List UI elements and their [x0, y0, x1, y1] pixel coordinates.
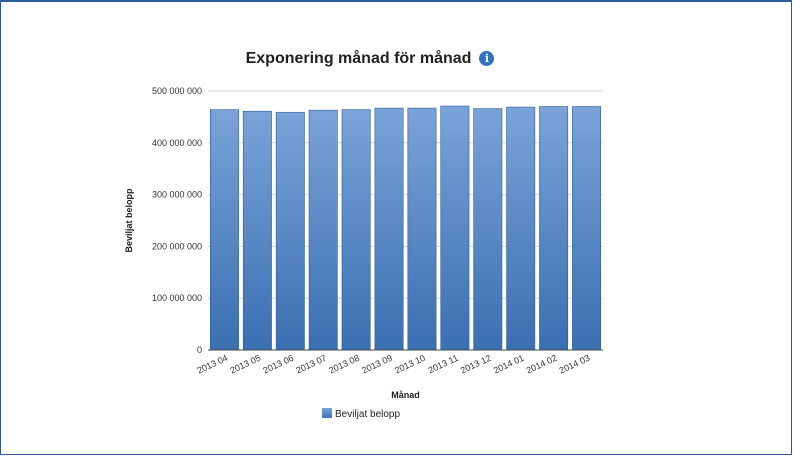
y-tick-label: 500 000 000 — [152, 86, 202, 96]
x-tick-label: 2013 07 — [294, 353, 328, 376]
y-tick-label: 300 000 000 — [152, 190, 202, 200]
x-tick-label: 2014 03 — [558, 353, 592, 376]
y-tick-label: 100 000 000 — [152, 293, 202, 303]
y-tick-label: 400 000 000 — [152, 138, 202, 148]
x-tick-label: 2013 08 — [327, 353, 361, 376]
bar[interactable] — [506, 106, 536, 351]
x-tick-label: 2013 12 — [459, 353, 493, 376]
bar[interactable] — [473, 108, 503, 351]
x-axis-title: Månad — [391, 390, 420, 400]
legend-label: Beviljat belopp — [335, 409, 401, 420]
y-tick-label: 200 000 000 — [152, 241, 202, 251]
x-tick-label: 2013 10 — [393, 353, 427, 376]
bar[interactable] — [242, 110, 272, 351]
y-tick-label: 0 — [197, 345, 202, 355]
bars — [210, 105, 601, 351]
title-row: Exponering månad för månad i — [0, 50, 740, 68]
bar[interactable] — [210, 109, 239, 351]
bar[interactable] — [275, 111, 305, 351]
bar[interactable] — [341, 109, 371, 351]
x-tick-labels: 2013 04 2013 05 2013 06 2013 07 2013 08 2013 … — [196, 353, 592, 376]
bar[interactable] — [440, 105, 470, 351]
x-tick-label: 2013 05 — [228, 353, 262, 376]
y-axis-title: Beviljat belopp — [124, 188, 134, 253]
chart-title: Exponering månad för månad — [245, 50, 472, 67]
info-icon[interactable]: i — [479, 51, 495, 66]
x-tick-label: 2013 04 — [196, 353, 230, 376]
bar[interactable] — [539, 106, 569, 351]
legend-swatch — [322, 408, 332, 418]
legend[interactable]: Beviljat belopp — [322, 408, 400, 420]
y-tick-labels: 0 100 000 000 200 000 000 300 000 000 400 00… — [152, 86, 202, 355]
bar[interactable] — [407, 107, 437, 351]
bar[interactable] — [308, 109, 338, 351]
bar[interactable] — [572, 106, 601, 351]
bar[interactable] — [374, 107, 404, 351]
x-tick-label: 2014 02 — [525, 353, 559, 376]
x-tick-label: 2014 01 — [492, 353, 526, 376]
x-tick-label: 2013 09 — [360, 353, 394, 376]
x-tick-label: 2013 06 — [261, 353, 295, 376]
x-tick-label: 2013 11 — [427, 353, 460, 376]
